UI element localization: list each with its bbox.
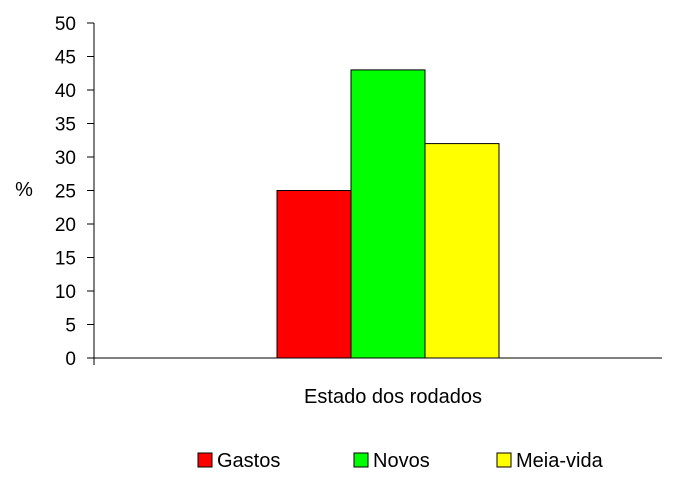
y-tick-label: 10 xyxy=(55,282,76,303)
y-tick-label: 5 xyxy=(65,316,76,337)
y-tick-label: 45 xyxy=(55,48,76,69)
y-tick-label: 20 xyxy=(55,215,76,236)
legend-swatch-novos xyxy=(353,452,369,468)
legend-swatch-meia-vida xyxy=(496,452,512,468)
legend-label: Gastos xyxy=(217,450,280,472)
y-tick-label: 35 xyxy=(55,115,76,136)
y-axis-title: % xyxy=(15,179,33,201)
bar-novos xyxy=(350,69,426,359)
y-tick-label: 40 xyxy=(55,81,76,102)
y-axis: 0 5 10 15 20 25 30 35 40 45 50 xyxy=(55,14,95,370)
y-tick-label: 50 xyxy=(55,14,76,35)
x-axis-title: Estado dos rodados xyxy=(304,386,482,408)
y-tick-label: 30 xyxy=(55,148,76,169)
bar-gastos xyxy=(276,190,352,359)
legend-label: Meia-vida xyxy=(516,450,604,472)
y-tick-label: 15 xyxy=(55,249,76,270)
bars xyxy=(276,69,500,359)
legend-label: Novos xyxy=(373,450,430,472)
y-tick-label: 0 xyxy=(65,349,76,370)
legend-swatch-gastos xyxy=(197,452,213,468)
bar-meia-vida xyxy=(424,143,500,359)
legend: Gastos Novos Meia-vida xyxy=(197,450,604,472)
y-tick-label: 25 xyxy=(55,182,76,203)
